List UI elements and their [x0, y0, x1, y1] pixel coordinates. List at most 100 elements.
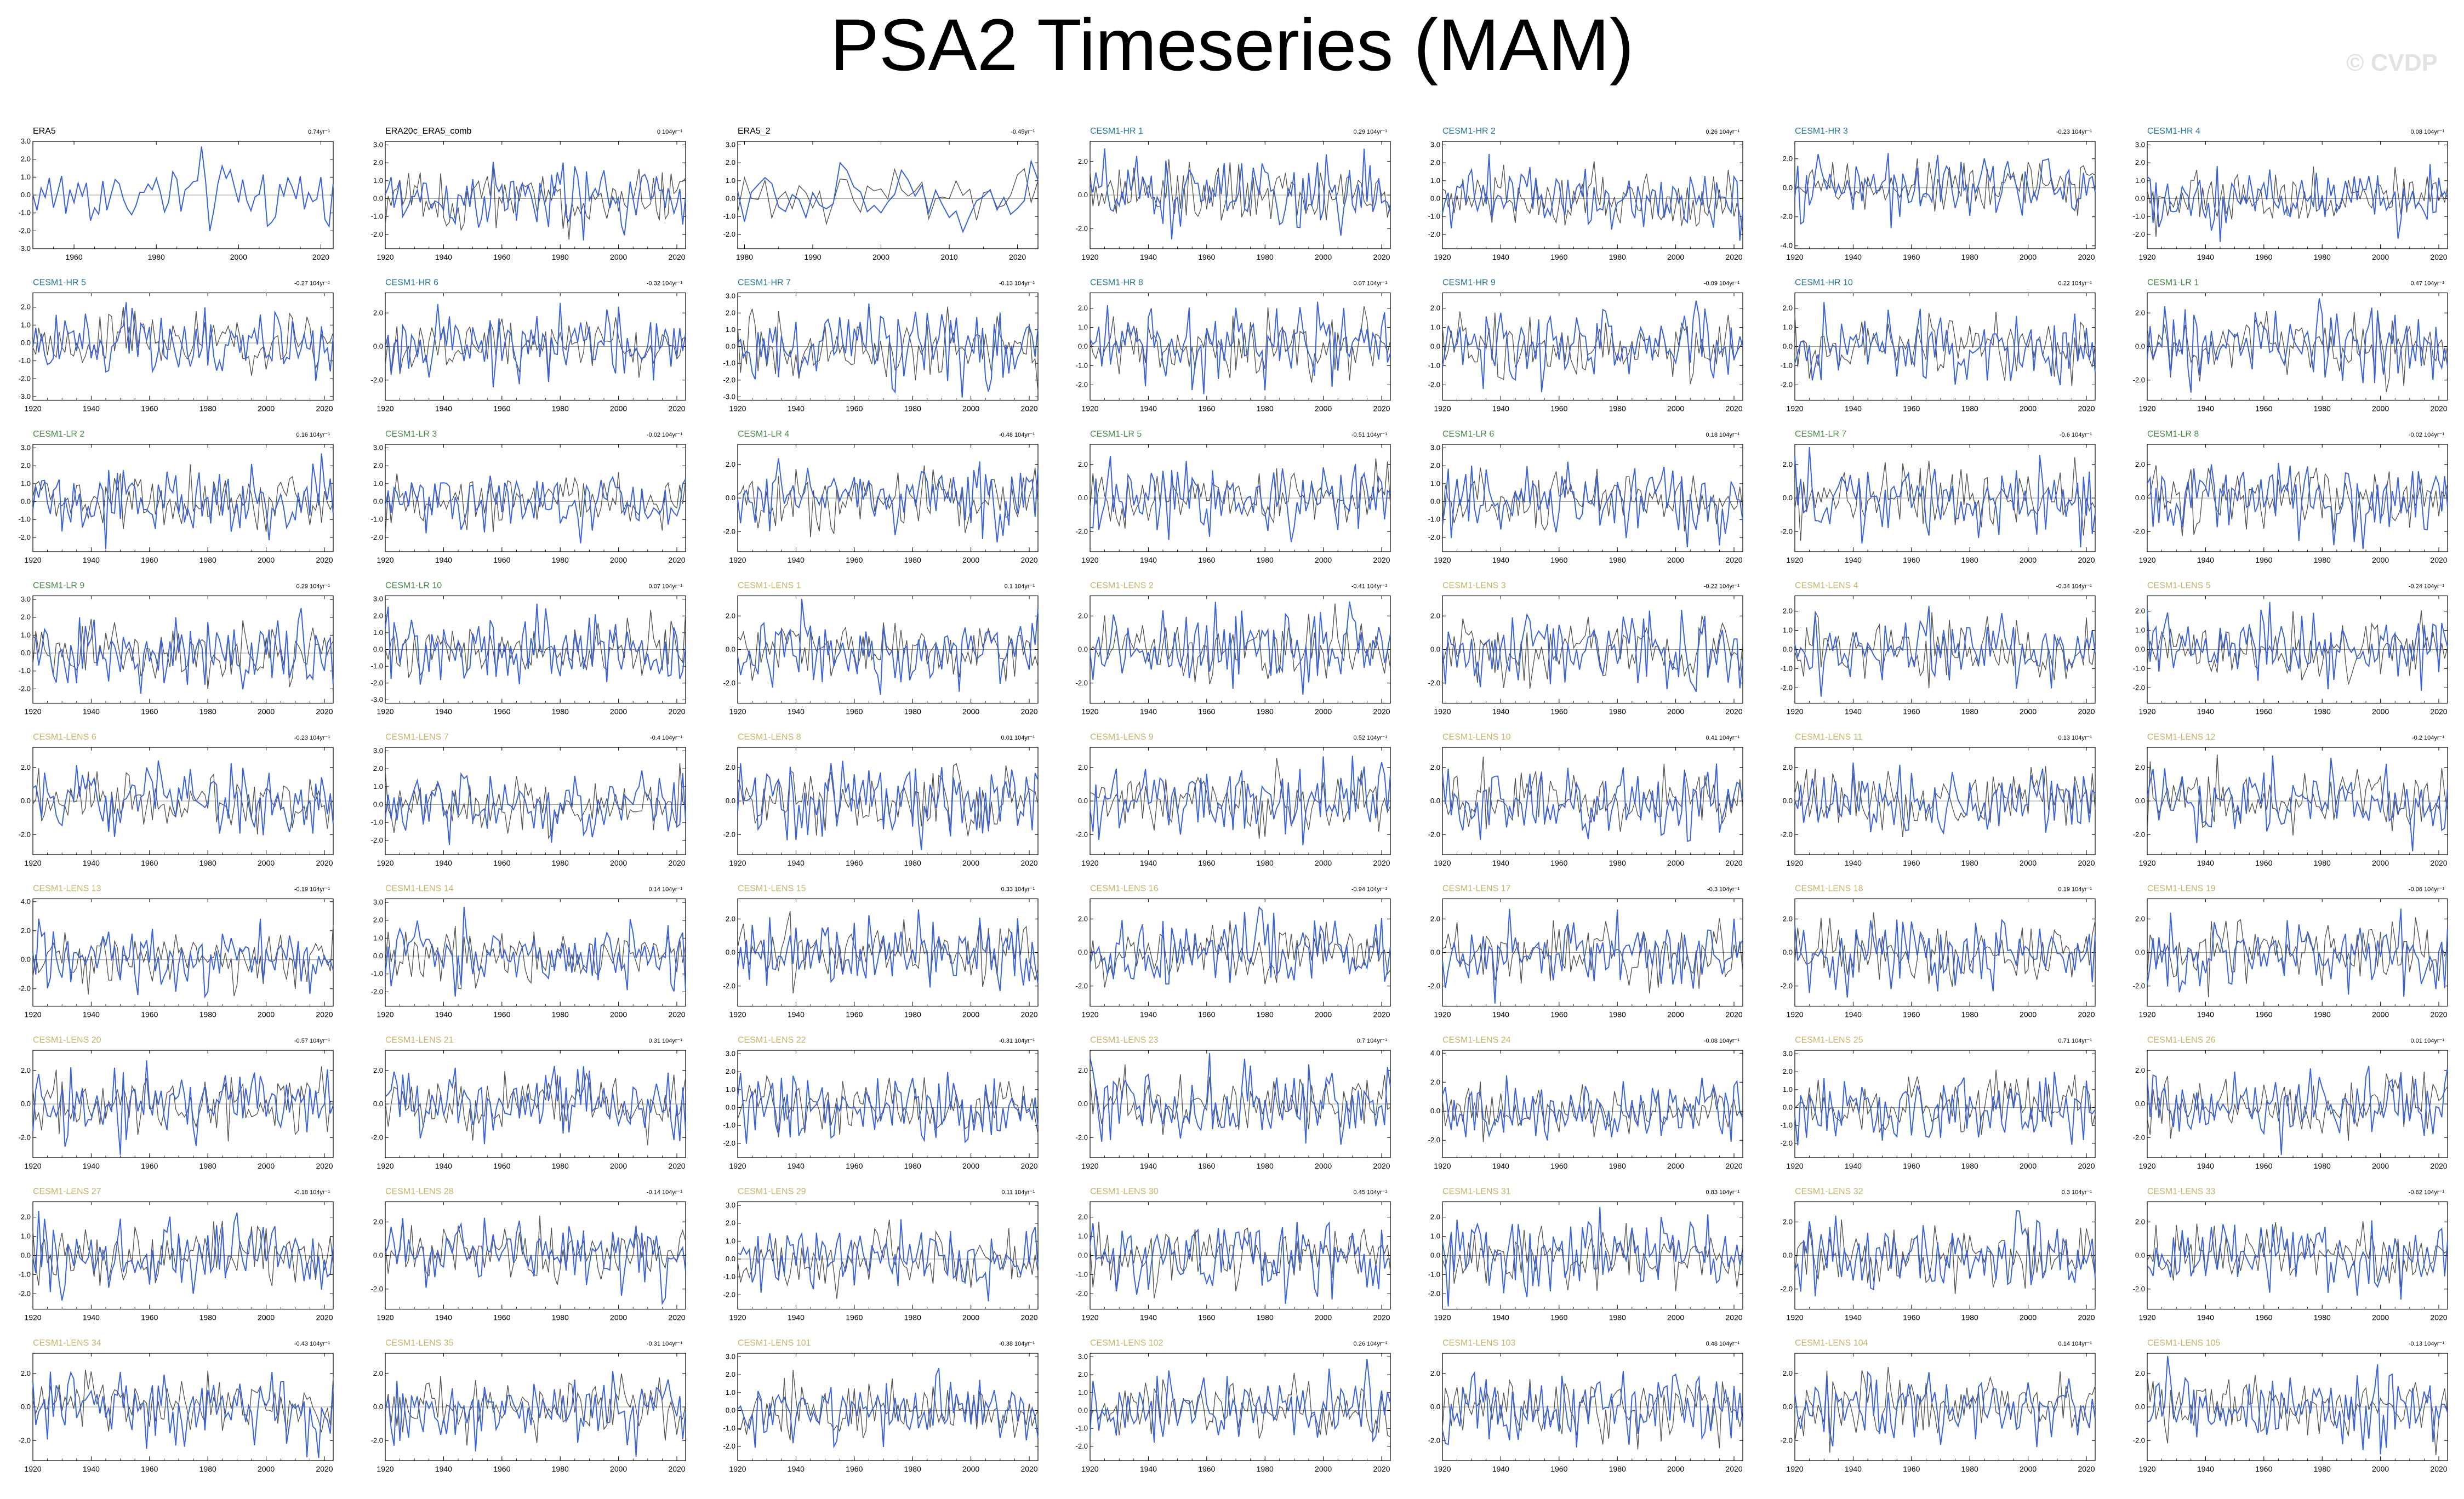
- x-tick-label: 2020: [2430, 1464, 2447, 1473]
- plot-frame: [385, 141, 686, 249]
- trend-label: -0.3 104yr⁻¹: [1707, 886, 1739, 893]
- trend-label: 0.74yr⁻¹: [308, 129, 330, 135]
- x-tick-label: 1980: [1257, 707, 1274, 716]
- pc-series-line: [1090, 148, 1391, 239]
- x-tick-label: 1980: [1609, 253, 1626, 261]
- x-tick-label: 2000: [258, 1162, 275, 1170]
- timeseries-panel: CESM1-LENS 2 -0.41 104yr⁻¹ 2.0 0.0 -2.0 1920 1…: [1076, 581, 1391, 716]
- timeseries-panel: CESM1-LR 3 -0.02 104yr⁻¹ 3.0 2.0 1.0 0.0 -1.0 -…: [371, 430, 686, 564]
- trend-label: 0 104yr⁻¹: [657, 129, 682, 135]
- y-tick-label: -2.0: [1781, 1436, 1793, 1444]
- pc-series-line: [385, 1066, 686, 1145]
- x-tick-label: 2020: [1725, 1464, 1742, 1473]
- y-tick-label: -2.0: [1076, 1133, 1088, 1141]
- y-tick-label: 1.0: [1783, 1085, 1793, 1094]
- y-tick-label: 2.0: [2135, 1217, 2145, 1226]
- pc-series-line: [385, 770, 686, 845]
- timeseries-panel: CESM1-LENS 33 -0.62 104yr⁻¹ 2.0 0.0 -2.0 1920…: [2133, 1187, 2448, 1322]
- y-tick-label: 1.0: [21, 173, 31, 181]
- trend-label: -0.22 104yr⁻¹: [1704, 583, 1739, 590]
- x-tick-label: 1980: [1257, 1010, 1274, 1019]
- x-tick-label: 2020: [316, 707, 333, 716]
- y-tick-label: -1.0: [1076, 1424, 1088, 1432]
- y-tick-label: 1.0: [1430, 323, 1440, 331]
- x-tick-label: 1960: [846, 1464, 863, 1473]
- pc-series-line: [2147, 755, 2448, 851]
- x-tick-label: 1980: [199, 556, 216, 564]
- x-tick-label: 2020: [668, 556, 685, 564]
- pc-series-line: [1442, 610, 1743, 693]
- x-tick-label: 1960: [1903, 1162, 1920, 1170]
- pc-series-line: [385, 603, 686, 685]
- pc-series-line: [2147, 164, 2448, 242]
- x-tick-label: 1960: [141, 1464, 158, 1473]
- observed-series-line: [32, 768, 334, 834]
- x-tick-label: 1960: [1198, 707, 1215, 716]
- y-tick-label: 0.0: [726, 797, 735, 805]
- pc-series-line: [1090, 756, 1391, 846]
- x-tick-label: 1940: [2197, 556, 2214, 564]
- plot-frame: [1442, 444, 1743, 552]
- y-tick-label: 1.0: [1783, 323, 1793, 331]
- trend-label: -0.51 104yr⁻¹: [1351, 432, 1387, 438]
- observed-series-line: [1090, 1373, 1391, 1439]
- x-tick-label: 1940: [1140, 859, 1157, 867]
- y-tick-label: 2.0: [1430, 304, 1440, 312]
- y-tick-label: 2.0: [726, 460, 735, 468]
- x-tick-label: 1920: [1434, 859, 1451, 867]
- y-tick-label: -1.0: [371, 515, 383, 523]
- x-tick-label: 1980: [1961, 1313, 1978, 1322]
- x-tick-label: 2000: [610, 1464, 627, 1473]
- x-tick-label: 1960: [141, 859, 158, 867]
- x-tick-label: 2000: [962, 404, 979, 413]
- x-tick-label: 1960: [1198, 1313, 1215, 1322]
- y-tick-label: 2.0: [1078, 1213, 1088, 1221]
- x-tick-label: 1920: [729, 1010, 746, 1019]
- panel-title: CESM1-LENS 29: [738, 1187, 806, 1197]
- x-tick-label: 2020: [2430, 1010, 2447, 1019]
- trend-label: 0.08 104yr⁻¹: [2411, 129, 2445, 135]
- x-tick-label: 1980: [199, 859, 216, 867]
- y-tick-label: 0.0: [373, 1403, 383, 1411]
- y-tick-label: -2.0: [2133, 1133, 2145, 1141]
- panel-title: CESM1-LENS 28: [385, 1187, 454, 1197]
- pc-series-line: [1794, 605, 2096, 697]
- x-tick-label: 2000: [1315, 253, 1332, 261]
- timeseries-panel: CESM1-LENS 14 0.14 104yr⁻¹ 3.0 2.0 1.0 0.0 -1.…: [371, 884, 686, 1019]
- y-tick-label: 2.0: [726, 763, 735, 771]
- y-tick-label: 2.0: [2135, 1369, 2145, 1377]
- observed-series-line: [32, 464, 334, 532]
- x-tick-label: 1980: [1257, 404, 1274, 413]
- x-tick-label: 1980: [1961, 1010, 1978, 1019]
- y-tick-label: 0.0: [373, 952, 383, 960]
- observed-series-line: [1794, 312, 2096, 386]
- trend-label: -0.4 104yr⁻¹: [650, 735, 682, 741]
- y-tick-label: -1.0: [371, 662, 383, 670]
- x-tick-label: 2000: [610, 556, 627, 564]
- x-tick-label: 2020: [1373, 859, 1390, 867]
- y-tick-label: 2.0: [726, 1067, 735, 1075]
- y-tick-label: -4.0: [1781, 242, 1793, 250]
- x-tick-label: 2000: [962, 1313, 979, 1322]
- y-tick-label: 3.0: [1078, 1353, 1088, 1361]
- timeseries-panel: CESM1-LENS 3 -0.22 104yr⁻¹ 2.0 0.0 -2.0 1920 1…: [1428, 581, 1743, 716]
- x-tick-label: 2000: [1667, 556, 1684, 564]
- x-tick-label: 1980: [552, 404, 569, 413]
- x-tick-label: 1980: [1961, 556, 1978, 564]
- x-tick-label: 1940: [83, 1010, 100, 1019]
- y-tick-label: 2.0: [2135, 1066, 2145, 1074]
- x-tick-label: 1940: [1492, 1010, 1509, 1019]
- panel-title: ERA5: [33, 127, 56, 136]
- timeseries-panel: CESM1-LR 5 -0.51 104yr⁻¹ 2.0 0.0 -2.0 1920 194…: [1076, 430, 1391, 564]
- y-tick-label: -2.0: [19, 533, 31, 541]
- x-tick-label: 2020: [2430, 1313, 2447, 1322]
- y-tick-label: -2.0: [723, 1290, 735, 1298]
- pc-series-line: [1794, 1072, 2096, 1146]
- y-tick-label: 2.0: [1078, 1066, 1088, 1074]
- pc-series-line: [1794, 918, 2096, 998]
- y-tick-label: 0.0: [373, 1251, 383, 1260]
- observed-series-line: [1794, 912, 2096, 987]
- y-tick-label: 0.0: [726, 1406, 735, 1415]
- panel-title: CESM1-LENS 14: [385, 884, 454, 894]
- y-tick-label: -2.0: [1428, 982, 1440, 990]
